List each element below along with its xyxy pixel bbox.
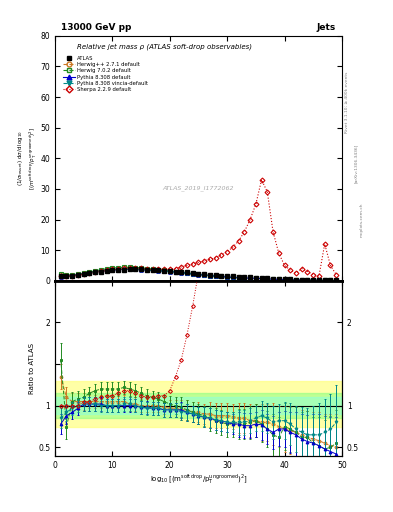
Text: Rivet 3.1.10; ≥ 400k events: Rivet 3.1.10; ≥ 400k events [345, 72, 349, 133]
Text: Relative jet mass ρ (ATLAS soft-drop observables): Relative jet mass ρ (ATLAS soft-drop obs… [77, 43, 252, 50]
Text: mcplots.cern.ch: mcplots.cern.ch [360, 203, 364, 238]
Legend: ATLAS, Herwig++ 2.7.1 default, Herwig 7.0.2 default, Pythia 8.308 default, Pythi: ATLAS, Herwig++ 2.7.1 default, Herwig 7.… [63, 56, 148, 92]
Text: ATLAS_2019_I1772062: ATLAS_2019_I1772062 [163, 185, 234, 190]
X-axis label: $\log_{10}$[(m$^{\rm soft\,drop}$/p$_{\rm T}^{\rm ungroomed})^2$]: $\log_{10}$[(m$^{\rm soft\,drop}$/p$_{\r… [150, 472, 247, 486]
Y-axis label: $(1/\sigma_{\rm resunt})$ d$\sigma$/d$\,\log_{10}$
$[(m^{\rm soft\,drop}/p_{\rm : $(1/\sigma_{\rm resunt})$ d$\sigma$/d$\,… [16, 127, 39, 190]
Bar [55, 397, 342, 414]
Bar [55, 393, 342, 418]
Text: [arXiv:1306.3436]: [arXiv:1306.3436] [354, 144, 358, 183]
Text: Jets: Jets [317, 23, 336, 32]
Y-axis label: Ratio to ATLAS: Ratio to ATLAS [29, 343, 35, 394]
Bar [55, 381, 342, 426]
Text: 13000 GeV pp: 13000 GeV pp [61, 23, 131, 32]
